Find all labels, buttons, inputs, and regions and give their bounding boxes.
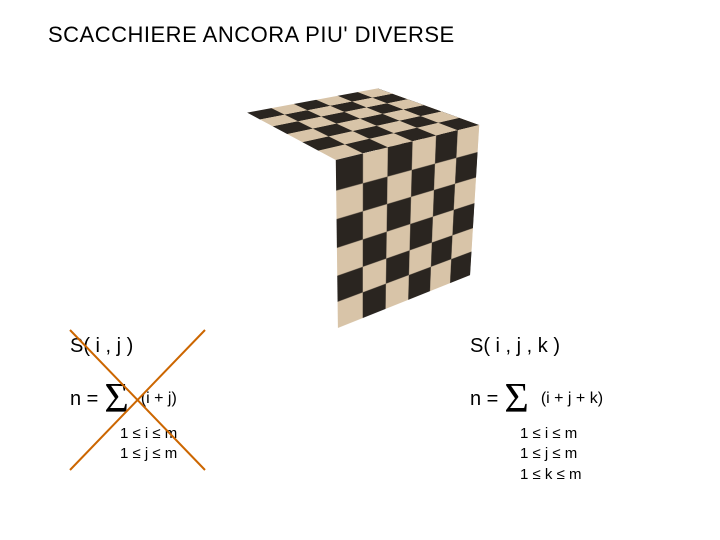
formula-2d: S( i , j ) n = Σ (i + j) 1 ≤ i ≤ m 1 ≤ j… (70, 335, 290, 465)
n-equals-3d: n = (470, 388, 498, 411)
cube-face-front (336, 125, 479, 328)
checker-cube (230, 80, 490, 310)
bound-i-2d: 1 ≤ i ≤ m (120, 424, 290, 444)
sigma-3d: Σ (504, 378, 528, 420)
bounds-3d: 1 ≤ i ≤ m 1 ≤ j ≤ m 1 ≤ k ≤ m (520, 424, 690, 485)
s-function-2d: S( i , j ) (70, 335, 290, 358)
formula-3d: S( i , j , k ) n = Σ (i + j + k) 1 ≤ i ≤… (470, 335, 690, 485)
bound-k-3d: 1 ≤ k ≤ m (520, 465, 690, 485)
bound-j-3d: 1 ≤ j ≤ m (520, 444, 690, 464)
bound-j-2d: 1 ≤ j ≤ m (120, 444, 290, 464)
sigma-2d: Σ (104, 378, 128, 420)
s-function-3d: S( i , j , k ) (470, 335, 690, 358)
sum-arg-3d: (i + j + k) (541, 390, 603, 408)
bounds-2d: 1 ≤ i ≤ m 1 ≤ j ≤ m (120, 424, 290, 465)
sum-arg-2d: (i + j) (141, 390, 177, 408)
slide-title: SCACCHIERE ANCORA PIU' DIVERSE (48, 22, 455, 48)
bound-i-3d: 1 ≤ i ≤ m (520, 424, 690, 444)
n-equals-2d: n = (70, 388, 98, 411)
